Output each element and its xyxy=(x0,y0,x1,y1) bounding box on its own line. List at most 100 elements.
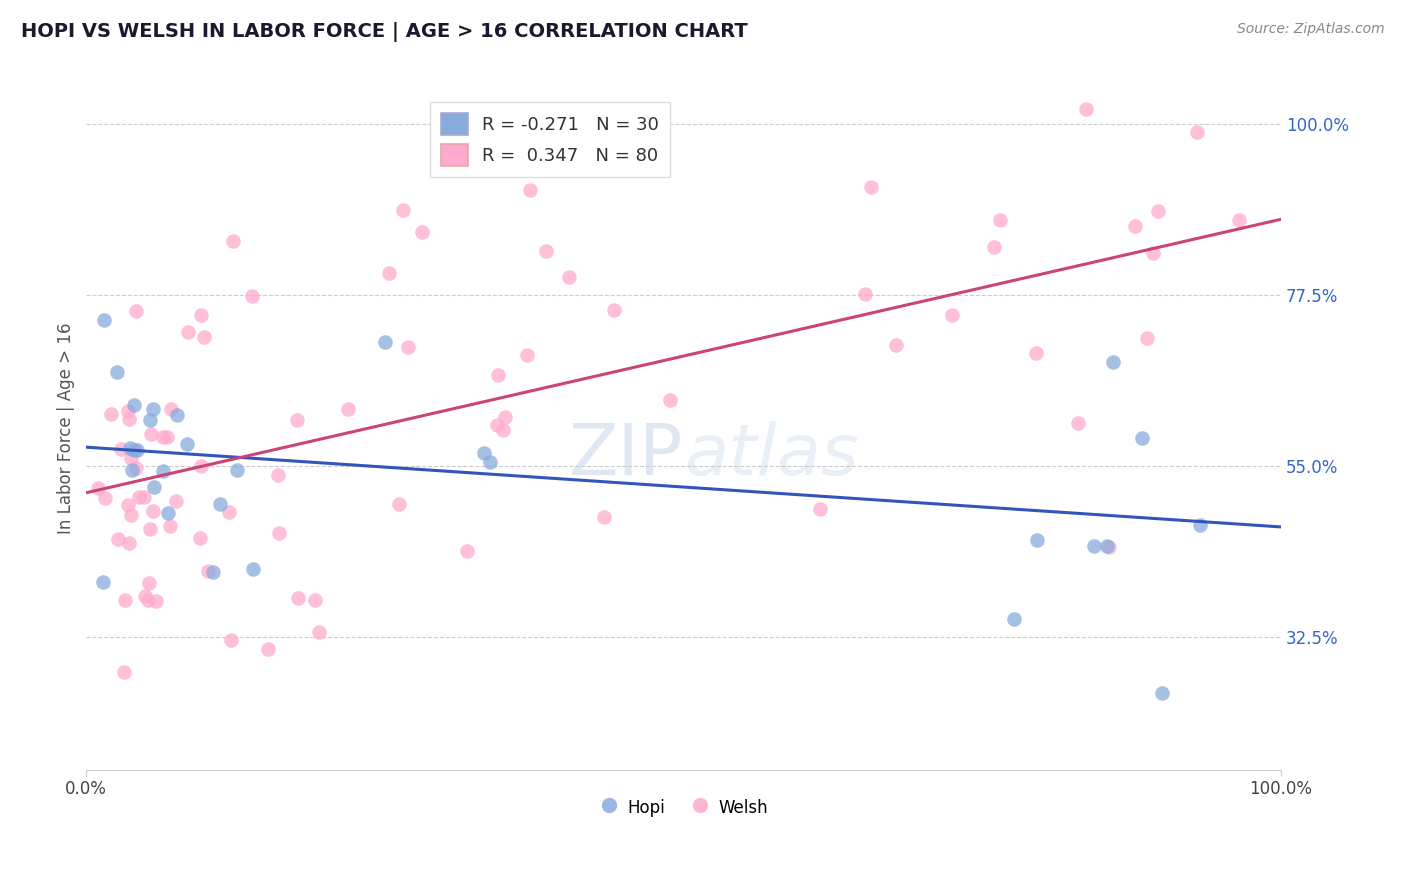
Point xyxy=(107,365,129,379)
Point xyxy=(1083,539,1105,553)
Point xyxy=(1026,533,1049,547)
Point xyxy=(112,665,135,679)
Point xyxy=(114,592,136,607)
Point xyxy=(411,225,433,239)
Point xyxy=(107,532,129,546)
Point xyxy=(139,413,162,427)
Point xyxy=(118,412,141,426)
Point xyxy=(117,536,139,550)
Point xyxy=(1150,686,1173,700)
Point xyxy=(1187,125,1209,139)
Point xyxy=(472,446,495,460)
Point xyxy=(166,408,188,422)
Point xyxy=(122,443,145,458)
Point xyxy=(519,183,541,197)
Point xyxy=(120,508,142,522)
Point xyxy=(983,240,1005,254)
Point xyxy=(143,480,166,494)
Point xyxy=(1188,517,1211,532)
Point xyxy=(110,442,132,456)
Point xyxy=(396,340,419,354)
Point xyxy=(1097,539,1119,553)
Point xyxy=(128,490,150,504)
Point xyxy=(176,437,198,451)
Point xyxy=(1123,219,1146,233)
Point xyxy=(593,509,616,524)
Point xyxy=(337,402,360,417)
Point xyxy=(884,338,907,352)
Point xyxy=(193,329,215,343)
Point xyxy=(388,497,411,511)
Point xyxy=(1227,213,1250,227)
Point xyxy=(1067,417,1090,431)
Text: ZIP: ZIP xyxy=(569,421,683,490)
Point xyxy=(1002,612,1025,626)
Point xyxy=(122,398,145,412)
Point xyxy=(378,266,401,280)
Point xyxy=(152,464,174,478)
Point xyxy=(125,461,148,475)
Point xyxy=(240,288,263,302)
Point xyxy=(304,592,326,607)
Point xyxy=(165,494,187,508)
Point xyxy=(285,413,308,427)
Point xyxy=(93,574,115,589)
Point xyxy=(658,393,681,408)
Point xyxy=(202,565,225,579)
Text: Source: ZipAtlas.com: Source: ZipAtlas.com xyxy=(1237,22,1385,37)
Point xyxy=(374,334,396,349)
Point xyxy=(516,348,538,362)
Y-axis label: In Labor Force | Age > 16: In Labor Force | Age > 16 xyxy=(58,322,75,534)
Point xyxy=(190,308,212,322)
Point xyxy=(120,450,142,465)
Point xyxy=(134,589,156,603)
Point xyxy=(257,641,280,656)
Point xyxy=(266,468,288,483)
Point xyxy=(152,430,174,444)
Point xyxy=(478,455,501,469)
Point xyxy=(1098,540,1121,554)
Point xyxy=(142,402,165,417)
Point xyxy=(118,441,141,455)
Point xyxy=(100,407,122,421)
Point xyxy=(1074,102,1097,116)
Point xyxy=(132,490,155,504)
Point xyxy=(492,423,515,437)
Point xyxy=(485,418,508,433)
Point xyxy=(125,443,148,458)
Point xyxy=(1130,431,1153,445)
Point xyxy=(117,498,139,512)
Text: atlas: atlas xyxy=(683,421,858,490)
Point xyxy=(808,502,831,516)
Point xyxy=(529,125,551,139)
Point xyxy=(218,505,240,519)
Point xyxy=(1147,204,1170,219)
Point xyxy=(159,518,181,533)
Point xyxy=(222,234,245,248)
Point xyxy=(138,575,160,590)
Point xyxy=(156,430,179,444)
Point xyxy=(494,410,516,425)
Point xyxy=(125,304,148,318)
Point xyxy=(208,497,231,511)
Point xyxy=(145,594,167,608)
Point xyxy=(197,564,219,578)
Point xyxy=(392,202,415,217)
Point xyxy=(121,463,143,477)
Point xyxy=(603,302,626,317)
Point xyxy=(136,592,159,607)
Point xyxy=(1102,354,1125,368)
Point xyxy=(1136,331,1159,345)
Point xyxy=(139,522,162,536)
Point xyxy=(456,544,478,558)
Point xyxy=(267,526,290,541)
Point xyxy=(190,459,212,474)
Point xyxy=(157,506,180,520)
Point xyxy=(177,325,200,339)
Point xyxy=(287,591,309,606)
Point xyxy=(159,402,181,417)
Text: HOPI VS WELSH IN LABOR FORCE | AGE > 16 CORRELATION CHART: HOPI VS WELSH IN LABOR FORCE | AGE > 16 … xyxy=(21,22,748,42)
Point xyxy=(941,308,963,322)
Point xyxy=(308,625,330,640)
Point xyxy=(534,244,557,258)
